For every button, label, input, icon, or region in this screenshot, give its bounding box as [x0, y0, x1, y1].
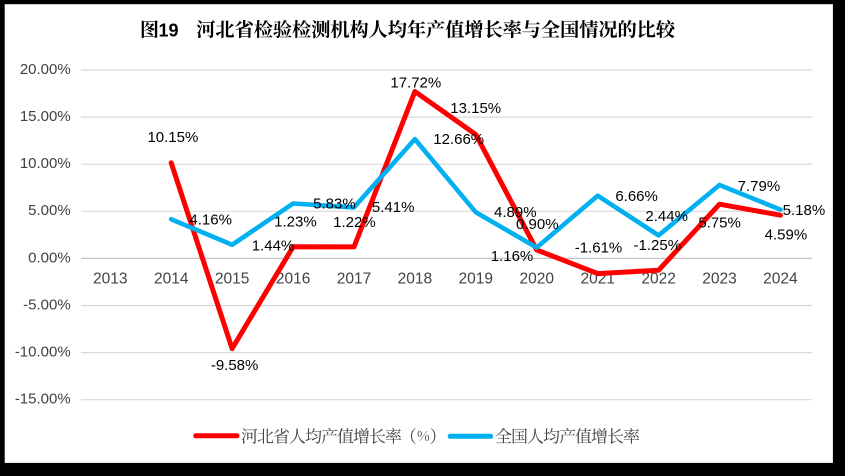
- svg-text:2024: 2024: [763, 270, 798, 287]
- svg-text:5.18%: 5.18%: [783, 202, 826, 219]
- svg-text:5.41%: 5.41%: [372, 199, 415, 216]
- svg-text:6.66%: 6.66%: [615, 188, 658, 205]
- svg-text:4.89%: 4.89%: [494, 204, 537, 221]
- svg-text:1.44%: 1.44%: [252, 237, 295, 254]
- svg-text:4.16%: 4.16%: [189, 212, 232, 229]
- svg-text:-15.00%: -15.00%: [15, 391, 71, 408]
- svg-text:2.44%: 2.44%: [645, 208, 688, 225]
- svg-text:1.22%: 1.22%: [333, 214, 376, 231]
- svg-text:0.00%: 0.00%: [28, 249, 71, 266]
- svg-text:-9.58%: -9.58%: [211, 357, 259, 374]
- svg-text:2022: 2022: [641, 270, 675, 287]
- svg-text:10.15%: 10.15%: [147, 129, 198, 146]
- svg-text:-1.61%: -1.61%: [575, 239, 623, 256]
- svg-text:5.00%: 5.00%: [28, 202, 71, 219]
- svg-text:20.00%: 20.00%: [20, 61, 71, 78]
- svg-text:2018: 2018: [398, 270, 432, 287]
- svg-text:2020: 2020: [519, 270, 554, 287]
- svg-text:13.15%: 13.15%: [450, 100, 501, 117]
- svg-text:12.66%: 12.66%: [433, 131, 484, 148]
- svg-text:15.00%: 15.00%: [20, 108, 71, 125]
- svg-text:0.90%: 0.90%: [516, 216, 559, 233]
- svg-text:1.16%: 1.16%: [491, 248, 534, 265]
- svg-text:2016: 2016: [276, 270, 310, 287]
- svg-text:-5.00%: -5.00%: [23, 296, 71, 313]
- svg-text:2013: 2013: [93, 270, 127, 287]
- svg-text:-10.00%: -10.00%: [15, 344, 71, 361]
- svg-text:-1.25%: -1.25%: [634, 237, 682, 254]
- svg-text:17.72%: 17.72%: [390, 75, 441, 92]
- svg-text:4.59%: 4.59%: [765, 226, 808, 243]
- svg-text:19: 19: [159, 20, 179, 40]
- svg-text:1.23%: 1.23%: [274, 214, 317, 231]
- svg-text:10.00%: 10.00%: [20, 155, 71, 172]
- svg-text:5.83%: 5.83%: [313, 195, 356, 212]
- svg-text:2015: 2015: [215, 270, 249, 287]
- svg-text:2014: 2014: [154, 270, 189, 287]
- svg-text:5.75%: 5.75%: [698, 215, 741, 232]
- svg-text:2017: 2017: [337, 270, 371, 287]
- svg-text:2023: 2023: [702, 270, 736, 287]
- svg-text:7.79%: 7.79%: [738, 178, 781, 195]
- svg-text:2019: 2019: [459, 270, 493, 287]
